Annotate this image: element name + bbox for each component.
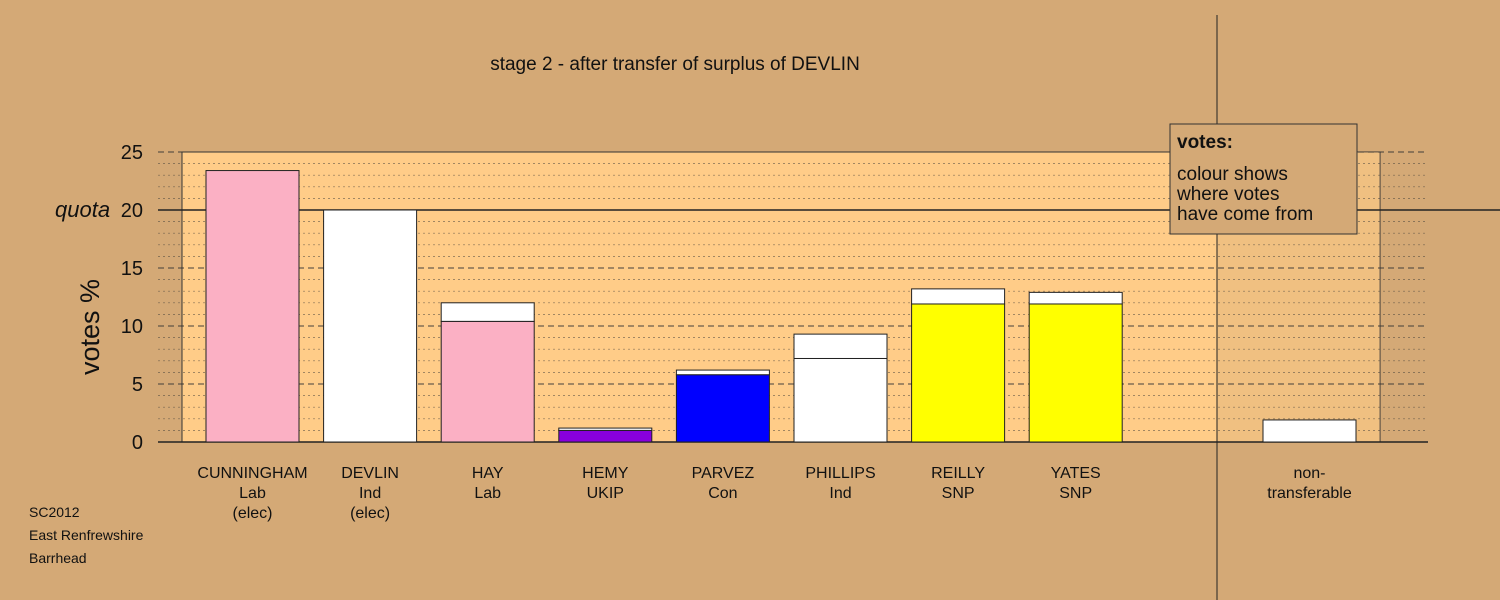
yates-bar-segment — [1028, 291, 1123, 305]
phillips-bar-segment — [793, 333, 888, 359]
legend-line-2: where votes — [1176, 184, 1279, 205]
x-label-party: Lab — [474, 485, 501, 502]
yates-bar-segment — [1028, 303, 1123, 443]
x-label-party: Lab — [239, 485, 266, 502]
y-tick-label: 0 — [132, 432, 143, 454]
x-label-name: HAY — [472, 465, 504, 482]
bars — [205, 170, 1357, 443]
phillips-bar-segment — [793, 357, 888, 443]
x-label-party: SNP — [1059, 485, 1092, 502]
legend: votes: colour shows where votes have com… — [1169, 123, 1358, 235]
y-tick-label: 15 — [121, 258, 143, 280]
x-label-name: REILLY — [931, 465, 985, 482]
x-label-name: DEVLIN — [341, 465, 399, 482]
y-tick-label: 10 — [121, 316, 143, 338]
legend-box — [1169, 123, 1358, 235]
x-label-party: UKIP — [587, 485, 624, 502]
legend-title: votes: — [1177, 132, 1233, 153]
x-axis-labels: CUNNINGHAM Lab (elec) DEVLIN Ind (elec) HAY Lab… — [197, 465, 1351, 522]
quota-label: quota — [55, 197, 110, 222]
x-label-name: HEMY — [582, 465, 629, 482]
x-label-nontransferable: non- — [1293, 465, 1325, 482]
footer-council: East Renfrewshire — [29, 527, 144, 543]
x-label-party: Con — [708, 485, 737, 502]
hemy-bar-segment — [558, 427, 653, 431]
cunningham-bar-segment — [205, 170, 300, 443]
x-label-name: YATES — [1051, 465, 1101, 482]
x-label-name: PARVEZ — [692, 465, 755, 482]
hay-bar-segment — [440, 320, 535, 443]
x-label-party: Ind — [359, 485, 381, 502]
hemy-bar-segment — [558, 429, 653, 443]
y-tick-label: 5 — [132, 374, 143, 396]
x-label-status: (elec) — [232, 505, 272, 522]
y-axis-label: votes % — [75, 279, 105, 375]
x-label-name: CUNNINGHAM — [197, 465, 307, 482]
devlin-bar-segment — [323, 209, 418, 443]
legend-line-1: colour shows — [1177, 164, 1288, 185]
y-tick-label: 20 — [121, 200, 143, 222]
x-label-name: PHILLIPS — [805, 465, 875, 482]
hay-bar-segment — [440, 302, 535, 322]
x-label-party: SNP — [942, 485, 975, 502]
reilly-bar-segment — [911, 303, 1006, 443]
parvez-bar-segment — [675, 374, 770, 443]
legend-line-3: have come from — [1177, 204, 1313, 225]
chart-title: stage 2 - after transfer of surplus of D… — [490, 54, 860, 75]
x-label-status: (elec) — [350, 505, 390, 522]
x-label-party: Ind — [829, 485, 851, 502]
parvez-bar-segment — [675, 369, 770, 376]
nontransferable-bar-segment — [1262, 419, 1357, 443]
footer-election: SC2012 — [29, 504, 80, 520]
y-tick-label: 25 — [121, 142, 143, 164]
reilly-bar-segment — [911, 288, 1006, 305]
y-axis: 0 5 10 15 20 25 quota — [55, 142, 143, 454]
footer-ward: Barrhead — [29, 550, 87, 566]
x-label-nontransferable: transferable — [1267, 485, 1352, 502]
